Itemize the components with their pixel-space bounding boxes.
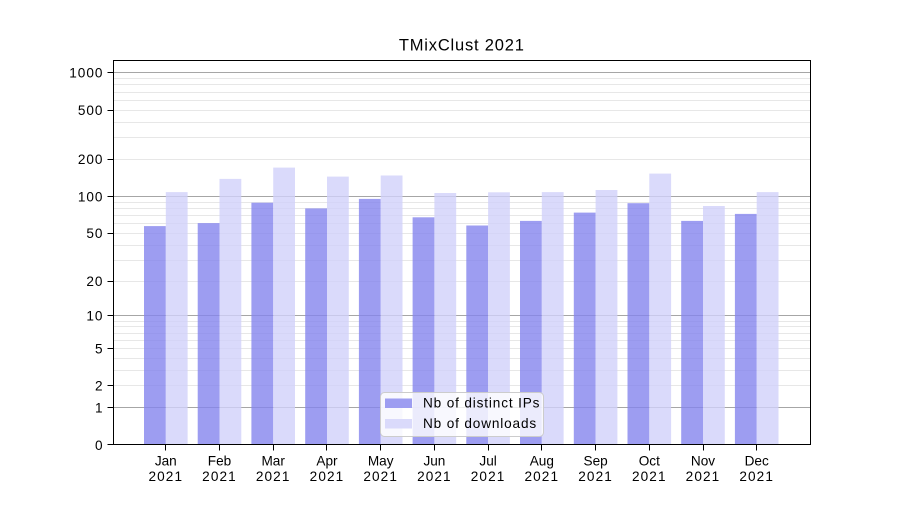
- svg-text:2021: 2021: [578, 469, 613, 484]
- svg-text:Jul: Jul: [479, 453, 496, 468]
- svg-text:Nov: Nov: [691, 453, 715, 468]
- svg-text:1000: 1000: [69, 66, 103, 81]
- svg-text:20: 20: [86, 274, 103, 289]
- svg-text:Nb of distinct IPs: Nb of distinct IPs: [423, 396, 540, 411]
- svg-text:1: 1: [95, 401, 104, 416]
- svg-text:5: 5: [95, 341, 104, 356]
- svg-text:2021: 2021: [632, 469, 667, 484]
- svg-text:Apr: Apr: [316, 453, 338, 468]
- svg-text:Mar: Mar: [261, 453, 285, 468]
- svg-text:Sep: Sep: [584, 453, 608, 468]
- svg-text:Aug: Aug: [530, 453, 554, 468]
- svg-text:2021: 2021: [471, 469, 506, 484]
- svg-text:2021: 2021: [739, 469, 774, 484]
- svg-text:2: 2: [95, 379, 104, 394]
- svg-text:100: 100: [78, 189, 104, 204]
- svg-text:0: 0: [95, 438, 104, 453]
- svg-text:Jan: Jan: [155, 453, 177, 468]
- svg-text:Oct: Oct: [639, 453, 660, 468]
- svg-text:2021: 2021: [363, 469, 398, 484]
- svg-text:May: May: [368, 453, 394, 468]
- svg-text:50: 50: [86, 226, 103, 241]
- svg-text:2021: 2021: [417, 469, 452, 484]
- svg-text:2021: 2021: [310, 469, 345, 484]
- svg-text:Feb: Feb: [208, 453, 231, 468]
- svg-text:Dec: Dec: [745, 453, 769, 468]
- svg-text:200: 200: [78, 152, 104, 167]
- svg-text:Jun: Jun: [423, 453, 445, 468]
- svg-text:2021: 2021: [256, 469, 291, 484]
- svg-text:Nb of downloads: Nb of downloads: [423, 416, 537, 431]
- svg-text:2021: 2021: [524, 469, 559, 484]
- svg-text:2021: 2021: [686, 469, 721, 484]
- svg-text:TMixClust 2021: TMixClust 2021: [399, 37, 525, 55]
- svg-text:2021: 2021: [148, 469, 183, 484]
- svg-text:500: 500: [78, 103, 104, 118]
- svg-text:2021: 2021: [202, 469, 237, 484]
- svg-text:10: 10: [86, 309, 103, 324]
